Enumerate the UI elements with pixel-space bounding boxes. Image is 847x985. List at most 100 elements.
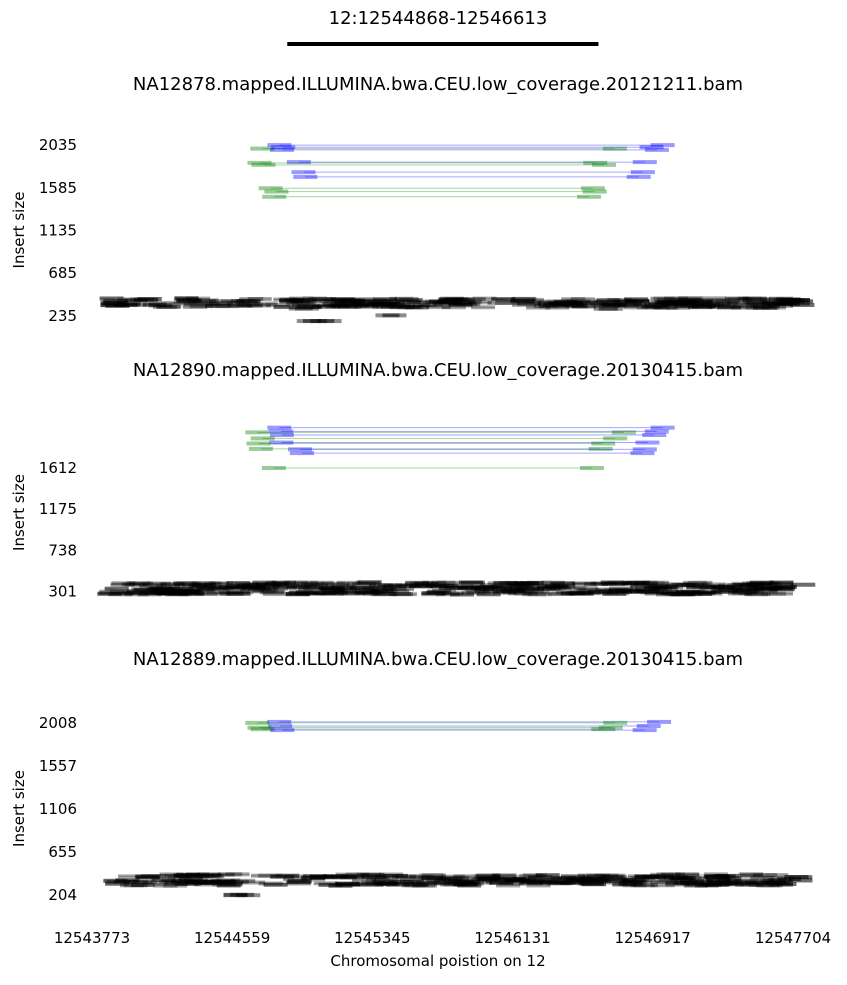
- normal-read: [174, 881, 199, 886]
- normal-read: [653, 584, 678, 589]
- normal-read: [225, 584, 250, 589]
- normal-read: [697, 590, 722, 595]
- normal-read: [103, 878, 128, 883]
- normal-read: [454, 882, 479, 887]
- normal-read: [503, 877, 528, 882]
- normal-read: [339, 298, 364, 303]
- panel-title: NA12878.mapped.ILLUMINA.bwa.CEU.low_cove…: [133, 74, 743, 95]
- normal-read: [118, 874, 143, 879]
- normal-read: [624, 297, 649, 302]
- normal-read: [435, 300, 460, 305]
- normal-read: [688, 305, 713, 310]
- normal-read: [101, 302, 126, 307]
- normal-read: [427, 880, 452, 885]
- normal-read: [551, 876, 576, 881]
- normal-read: [769, 580, 794, 585]
- normal-read: [669, 299, 694, 304]
- normal-read: [464, 588, 489, 593]
- normal-read: [403, 881, 428, 886]
- normal-read: [177, 299, 202, 304]
- normal-read: [373, 585, 398, 590]
- normal-read: [600, 580, 625, 585]
- normal-read: [451, 879, 476, 884]
- normal-read: [665, 880, 690, 885]
- normal-read: [788, 875, 813, 880]
- normal-read: [457, 883, 482, 888]
- normal-read: [537, 587, 562, 592]
- normal-read: [737, 296, 762, 301]
- normal-read: [747, 585, 772, 590]
- normal-read: [123, 302, 148, 307]
- normal-read: [727, 582, 752, 587]
- normal-read: [351, 299, 376, 304]
- normal-read: [601, 303, 626, 308]
- y-tick-label: 2035: [39, 136, 77, 154]
- normal-read: [323, 874, 348, 879]
- normal-read: [336, 882, 361, 887]
- normal-read: [772, 584, 797, 589]
- normal-read: [325, 304, 350, 309]
- normal-read: [618, 881, 643, 886]
- y-tick-label: 738: [48, 541, 77, 559]
- normal-read: [123, 883, 148, 888]
- normal-read: [411, 880, 436, 885]
- normal-read: [725, 296, 750, 301]
- normal-read: [252, 580, 277, 585]
- normal-read: [198, 880, 223, 885]
- normal-read: [539, 583, 564, 588]
- normal-read: [396, 305, 421, 310]
- normal-read: [507, 878, 532, 883]
- normal-read: [772, 584, 797, 589]
- normal-read: [678, 296, 703, 301]
- normal-read: [636, 305, 661, 310]
- normal-read: [657, 300, 682, 305]
- normal-read: [335, 882, 360, 887]
- normal-read: [602, 591, 627, 596]
- normal-read: [551, 880, 576, 885]
- normal-read: [489, 881, 514, 886]
- normal-read: [459, 876, 484, 881]
- normal-read: [577, 877, 602, 882]
- normal-read: [577, 881, 602, 886]
- normal-read: [583, 874, 608, 879]
- normal-read: [394, 296, 419, 301]
- normal-read: [197, 880, 222, 885]
- normal-read: [707, 301, 732, 306]
- normal-read: [537, 300, 562, 305]
- normal-read: [492, 873, 517, 878]
- normal-read: [439, 876, 464, 881]
- normal-read: [608, 590, 633, 595]
- normal-read: [761, 300, 786, 305]
- x-tick-label: 12545345: [334, 929, 410, 947]
- normal-read: [283, 874, 308, 879]
- normal-read: [228, 303, 253, 308]
- normal-read: [739, 882, 764, 887]
- normal-read: [745, 305, 770, 310]
- normal-read: [656, 297, 681, 302]
- normal-read: [492, 876, 517, 881]
- normal-read: [594, 873, 619, 878]
- normal-read: [630, 883, 655, 888]
- normal-read: [748, 582, 773, 587]
- normal-read: [143, 881, 168, 886]
- normal-read: [688, 878, 713, 883]
- normal-read: [790, 302, 815, 307]
- normal-read: [337, 300, 362, 305]
- normal-read: [352, 589, 377, 594]
- normal-read: [673, 880, 698, 885]
- normal-read: [704, 874, 729, 879]
- normal-read: [789, 299, 814, 304]
- normal-read: [171, 879, 196, 884]
- normal-read: [520, 586, 545, 591]
- normal-read: [324, 298, 349, 303]
- normal-read: [216, 878, 241, 883]
- normal-read: [411, 883, 436, 888]
- normal-read: [602, 591, 627, 596]
- normal-read: [560, 591, 585, 596]
- normal-read: [209, 301, 234, 306]
- normal-read: [538, 304, 563, 309]
- normal-read: [587, 879, 612, 884]
- normal-read: [312, 875, 337, 880]
- normal-read: [436, 299, 461, 304]
- normal-read: [336, 882, 361, 887]
